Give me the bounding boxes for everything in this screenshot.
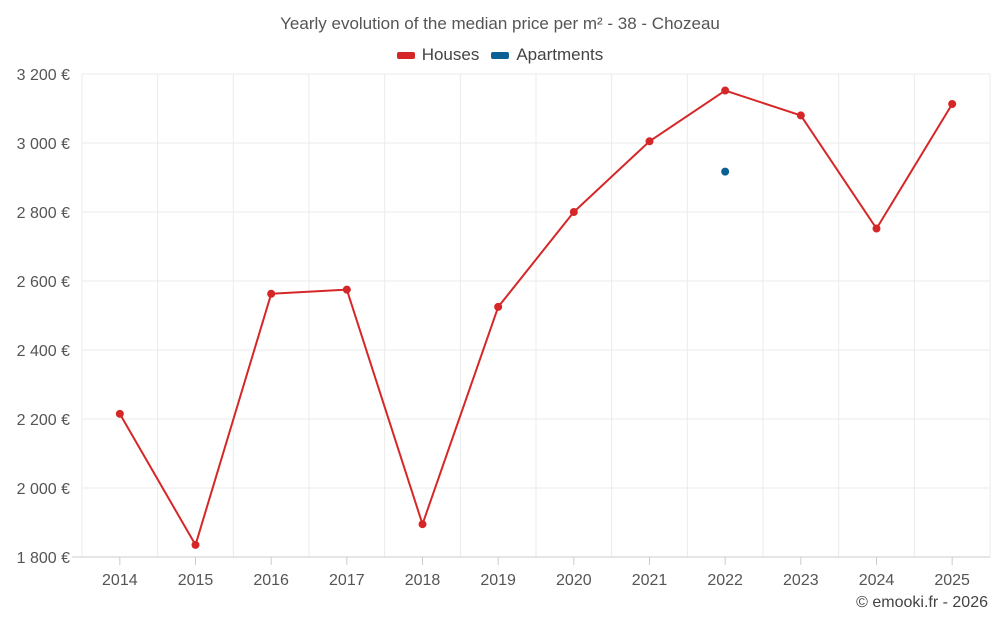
chart-title: Yearly evolution of the median price per… [280,14,720,33]
x-tick-label: 2019 [480,572,516,589]
y-tick-label: 2 600 € [17,274,70,291]
x-tick-label: 2015 [178,572,214,589]
data-point-houses[interactable] [569,208,578,216]
data-point-houses[interactable] [796,111,805,120]
legend: Houses Apartments [0,45,1000,65]
y-tick-label: 2 800 € [17,205,70,222]
x-tick-label: 2017 [329,572,365,589]
x-tick-label: 2016 [253,572,289,589]
y-tick-label: 3 000 € [17,136,70,153]
data-point-houses[interactable] [267,289,276,298]
data-point-houses[interactable] [494,302,503,311]
x-tick-label: 2018 [405,572,441,589]
data-point-houses[interactable] [115,409,124,418]
x-tick-label: 2021 [632,572,668,589]
data-point-apartments[interactable] [721,167,730,176]
x-tick-label: 2022 [707,572,743,589]
series-layer [115,86,957,549]
legend-swatch-houses [396,51,415,59]
y-tick-label: 2 200 € [17,412,70,429]
legend-item-houses[interactable]: Houses [396,45,480,65]
x-tick-label: 2014 [102,572,138,589]
y-tick-label: 2 400 € [17,343,70,360]
axes: 1 800 € 2 000 € 2 200 € 2 400 € 2 600 € 2 800… [17,67,990,589]
data-point-houses[interactable] [948,100,957,109]
data-point-houses[interactable] [645,137,654,146]
y-tick-label: 1 800 € [17,550,70,567]
x-tick-label: 2025 [934,572,970,589]
legend-label-apartments: Apartments [516,45,604,64]
x-tick-label: 2020 [556,572,592,589]
data-point-houses[interactable] [418,520,427,529]
y-tick-label: 3 200 € [17,67,70,84]
legend-item-apartments[interactable]: Apartments [491,45,603,65]
copyright-text: © emooki.fr - 2026 [856,594,988,611]
series-line-houses [118,89,954,546]
x-tick-label: 2024 [859,572,895,589]
data-point-houses[interactable] [721,86,730,95]
y-tick-label: 2 000 € [17,481,70,498]
data-point-houses[interactable] [872,224,881,233]
legend-swatch-apartments [491,51,510,59]
grid-lines [81,73,991,558]
x-tick-label: 2023 [783,572,819,589]
legend-label-houses: Houses [421,45,480,64]
data-point-houses[interactable] [191,540,200,549]
data-point-houses[interactable] [342,285,351,294]
